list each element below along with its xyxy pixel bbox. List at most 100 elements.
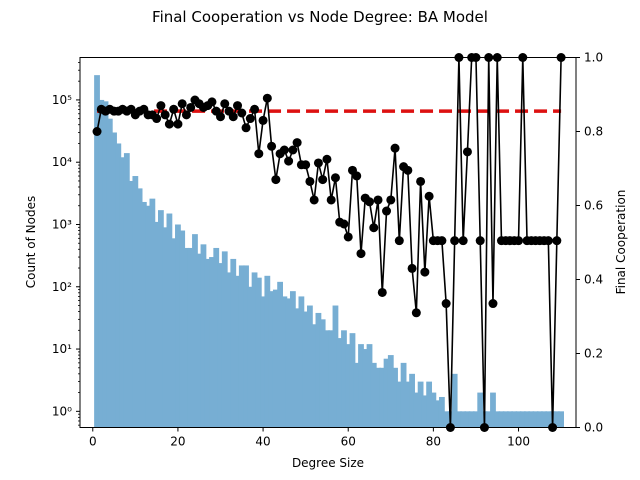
histogram-bar [319, 319, 326, 428]
y-right-axis: 0.0 0.2 0.4 0.6 0.8 1.0 [576, 51, 603, 435]
cooperation-point [245, 114, 255, 124]
histogram-bar [298, 296, 305, 428]
histogram-bar [353, 362, 360, 428]
histogram-bar [285, 298, 292, 428]
cooperation-point [424, 191, 434, 201]
histogram-bar [443, 411, 450, 428]
histogram-bar [558, 411, 564, 428]
y-left-axis-title: Count of Nodes [24, 196, 38, 288]
histogram-bar [140, 201, 147, 428]
y-right-tick-label: 0.0 [584, 421, 603, 435]
histogram-bar [473, 411, 479, 428]
histogram-bar [366, 344, 373, 428]
histogram-bar [541, 411, 547, 428]
cooperation-point [330, 173, 340, 183]
histogram-bar [387, 355, 394, 428]
cooperation-point [164, 119, 174, 129]
cooperation-point [152, 114, 162, 124]
cooperation-point [92, 127, 102, 136]
histogram-bar [234, 275, 241, 428]
histogram-bar [175, 224, 181, 428]
histogram-bar [409, 373, 415, 428]
cooperation-point [390, 143, 400, 153]
histogram-bar [370, 362, 377, 428]
histogram-bar [158, 210, 164, 428]
histogram-bar [379, 367, 386, 428]
x-tick-label: 100 [507, 435, 530, 449]
histogram-bar [324, 330, 330, 428]
cooperation-point [322, 154, 332, 164]
histogram-bar [179, 230, 186, 428]
histogram-bar [311, 324, 318, 428]
histogram-bar [456, 411, 462, 428]
histogram-bar [166, 213, 173, 428]
cooperation-point [216, 112, 225, 122]
histogram-bar [490, 392, 496, 428]
cooperation-point [237, 108, 247, 118]
histogram-bar [349, 333, 356, 428]
cooperation-point [233, 101, 243, 111]
cooperation-point [356, 249, 366, 259]
cooperation-point [450, 236, 460, 246]
cooperation-point [305, 176, 315, 186]
cooperation-point [292, 138, 302, 148]
cooperation-point [437, 236, 447, 246]
y-left-axis: 10⁰ 10¹ 10² 10³ 10⁴ 10⁵ [52, 62, 80, 426]
cooperation-point [462, 147, 472, 157]
cooperation-point [279, 145, 289, 155]
histogram-bar [451, 373, 458, 428]
x-tick-label: 60 [341, 435, 356, 449]
histogram-bar [519, 411, 526, 428]
histogram-bar [507, 411, 513, 428]
x-tick-label: 80 [426, 435, 441, 449]
histogram-bar [123, 153, 130, 428]
histogram-bar [272, 289, 279, 428]
histogram-bar [132, 176, 139, 428]
histogram-bar [255, 277, 262, 428]
histogram-bar [221, 251, 228, 428]
histogram-bars [94, 75, 564, 428]
cooperation-point [407, 263, 417, 273]
cooperation-point [343, 232, 353, 242]
histogram-bar [336, 338, 343, 428]
cooperation-point [313, 158, 323, 168]
histogram-bar [226, 272, 232, 428]
cooperation-point [411, 308, 421, 318]
histogram-bar [362, 349, 369, 428]
histogram-bar [247, 286, 254, 428]
histogram-bar [553, 411, 560, 428]
cooperation-point [254, 149, 264, 159]
cooperation-point [173, 119, 183, 129]
histogram-bar [417, 381, 424, 428]
histogram-bar [128, 180, 134, 428]
histogram-bar [111, 132, 117, 428]
y-left-tick-label: 10² [52, 280, 72, 294]
histogram-bar [264, 275, 271, 428]
histogram-bar [268, 291, 275, 428]
chart-title: Final Cooperation vs Node Degree: BA Mod… [152, 8, 488, 26]
plot-frame [79, 57, 577, 428]
x-axis: 0 20 40 60 80 100 [89, 427, 530, 449]
histogram-bar [230, 258, 237, 428]
histogram-bar [145, 205, 152, 428]
histogram-bar [358, 344, 364, 428]
cooperation-point [160, 110, 170, 120]
y-right-tick-label: 0.8 [584, 125, 603, 139]
histogram-bar [136, 188, 143, 428]
cooperation-point [207, 97, 217, 107]
cooperation-point [326, 195, 336, 205]
cooperation-point [369, 223, 379, 233]
histogram-bar [383, 358, 390, 428]
histogram-bar [494, 411, 501, 428]
histogram-bar [217, 263, 224, 428]
y-right-tick-label: 0.6 [584, 199, 603, 213]
histogram-bar [119, 157, 126, 428]
cooperation-point [475, 236, 485, 246]
cooperation-point [262, 93, 272, 103]
x-tick-label: 40 [255, 435, 270, 449]
histogram-bar [200, 244, 207, 428]
histogram-bar [149, 198, 156, 428]
cooperation-point [258, 115, 268, 125]
histogram-bar [204, 258, 211, 428]
